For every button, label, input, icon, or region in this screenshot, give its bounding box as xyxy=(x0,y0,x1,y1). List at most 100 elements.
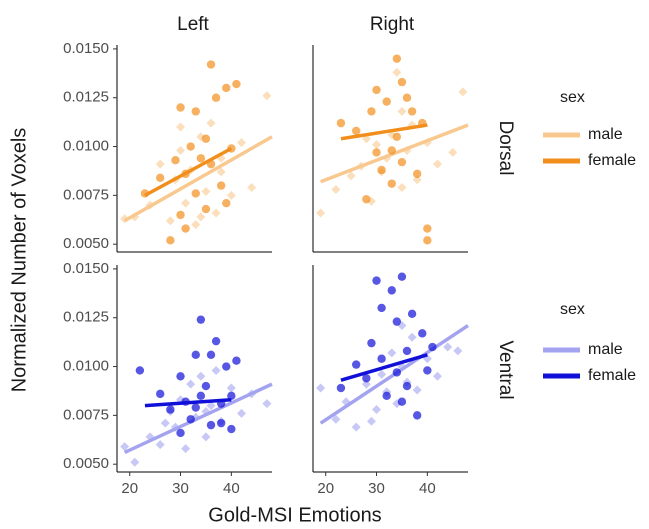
point xyxy=(407,309,417,319)
point xyxy=(181,444,191,454)
point xyxy=(155,389,165,399)
point xyxy=(176,103,185,112)
point xyxy=(262,399,272,409)
point xyxy=(120,442,130,452)
y-tick-label: 0.0150 xyxy=(63,260,109,277)
point xyxy=(433,159,443,169)
point xyxy=(377,369,387,379)
point xyxy=(237,408,247,418)
point xyxy=(392,67,402,77)
legend-title: sex xyxy=(560,89,585,106)
point xyxy=(397,106,407,116)
point xyxy=(247,183,257,193)
point xyxy=(387,348,397,358)
fit-line xyxy=(144,397,232,408)
point xyxy=(372,276,381,285)
point xyxy=(191,350,200,360)
point xyxy=(351,360,361,369)
point xyxy=(176,372,185,381)
point xyxy=(222,362,231,371)
point xyxy=(186,142,195,151)
point xyxy=(176,145,186,155)
point xyxy=(423,366,432,375)
point xyxy=(331,414,341,424)
point xyxy=(171,156,180,165)
point xyxy=(191,220,201,230)
point xyxy=(392,54,402,63)
point xyxy=(166,405,175,414)
point xyxy=(412,175,422,185)
point xyxy=(382,97,391,106)
point xyxy=(423,236,432,245)
y-tick-label: 0.0125 xyxy=(63,309,109,326)
fit-line xyxy=(123,135,273,223)
y-tick-label: 0.0100 xyxy=(63,138,109,155)
point xyxy=(186,379,196,389)
point xyxy=(402,381,412,391)
fit-line xyxy=(340,123,428,141)
point xyxy=(222,198,231,208)
point xyxy=(226,383,236,393)
point xyxy=(196,315,206,324)
point xyxy=(372,148,381,157)
y-tick-label: 0.0075 xyxy=(63,186,109,203)
point xyxy=(397,157,407,167)
x-tick-label: 30 xyxy=(172,480,189,497)
point xyxy=(392,317,402,326)
column-label: Right xyxy=(370,14,415,35)
point xyxy=(362,374,371,383)
point xyxy=(160,418,170,428)
point xyxy=(211,365,221,375)
point xyxy=(155,440,165,450)
point xyxy=(407,107,417,116)
fit-line xyxy=(123,382,273,455)
point xyxy=(186,415,195,424)
point xyxy=(351,422,361,432)
y-axis-title: Normalized Number of Voxels xyxy=(8,128,30,393)
point xyxy=(336,118,346,128)
point xyxy=(201,134,211,143)
point xyxy=(176,428,185,438)
legend-label: male xyxy=(588,341,623,358)
legend-title: sex xyxy=(560,301,585,318)
point xyxy=(211,208,221,218)
point xyxy=(377,303,386,313)
point xyxy=(367,107,376,116)
point xyxy=(227,424,236,434)
y-tick-label: 0.0050 xyxy=(63,455,109,472)
point xyxy=(387,179,396,188)
point xyxy=(423,224,432,233)
point xyxy=(367,338,376,348)
point xyxy=(397,77,407,87)
point xyxy=(176,210,185,220)
x-tick-label: 20 xyxy=(121,480,138,497)
point xyxy=(206,350,216,360)
column-label: Left xyxy=(177,14,209,35)
x-tick-label: 40 xyxy=(419,480,436,497)
point xyxy=(428,342,437,352)
point xyxy=(211,336,221,346)
point xyxy=(407,332,417,342)
point xyxy=(397,272,407,281)
legend-label: female xyxy=(588,152,636,169)
point xyxy=(316,208,326,218)
point xyxy=(155,173,165,182)
point xyxy=(397,183,407,193)
point xyxy=(392,368,402,377)
point xyxy=(262,91,272,101)
point xyxy=(201,186,211,196)
point xyxy=(382,391,391,401)
point xyxy=(448,147,458,157)
point xyxy=(196,371,206,381)
y-tick-label: 0.0150 xyxy=(63,40,109,57)
point xyxy=(361,379,371,389)
point xyxy=(155,159,165,169)
point xyxy=(206,118,216,128)
point xyxy=(201,381,211,391)
point xyxy=(232,79,241,89)
point xyxy=(412,385,422,395)
point xyxy=(130,457,140,467)
point xyxy=(206,60,216,69)
point xyxy=(206,401,216,411)
